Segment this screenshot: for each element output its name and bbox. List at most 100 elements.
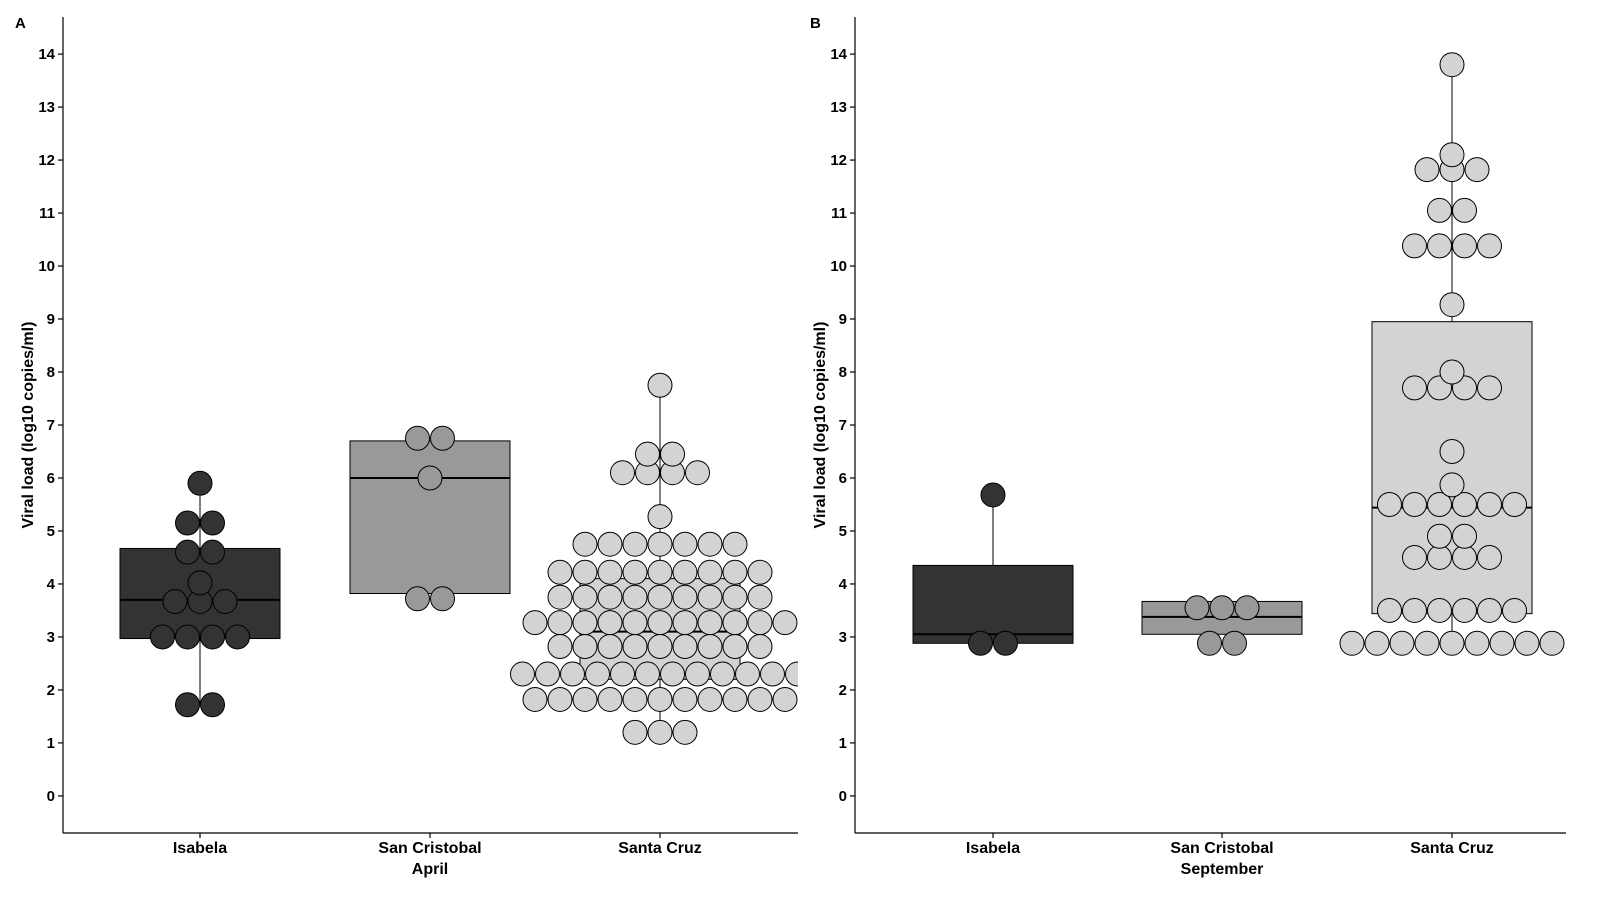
data-point: [212, 588, 238, 614]
data-point: [597, 686, 623, 712]
data-point: [760, 661, 785, 687]
data-point: [1514, 630, 1540, 656]
y-tick-label: 7: [47, 417, 55, 434]
data-point: [622, 559, 648, 585]
data-point: [697, 531, 723, 557]
data-point: [585, 661, 610, 687]
data-point: [522, 610, 548, 636]
data-point: [747, 559, 773, 585]
y-tick-label: 9: [47, 311, 55, 328]
data-point: [510, 661, 535, 687]
data-point: [722, 633, 748, 659]
y-tick-label: 0: [839, 788, 847, 805]
data-point: [697, 633, 723, 659]
data-point: [1477, 233, 1502, 259]
data-point: [405, 425, 430, 451]
data-point: [1402, 375, 1427, 401]
y-tick-label: 14: [38, 46, 55, 63]
data-point: [1439, 630, 1465, 656]
data-point: [1439, 142, 1465, 168]
data-point: [1439, 359, 1465, 385]
y-tick-label: 12: [38, 152, 55, 169]
data-point: [162, 588, 188, 614]
data-point: [722, 531, 748, 557]
data-point: [968, 630, 993, 656]
data-point: [685, 460, 710, 486]
data-point: [1197, 630, 1222, 656]
y-axis-title: Viral load (log10 copies/ml): [812, 322, 829, 529]
data-point: [747, 610, 773, 636]
data-point: [672, 559, 698, 585]
data-point: [1427, 197, 1452, 223]
data-point: [187, 570, 213, 596]
data-point: [175, 510, 200, 536]
data-point: [1452, 597, 1477, 623]
data-point: [1452, 523, 1477, 549]
data-point: [417, 465, 443, 491]
y-tick-label: 13: [830, 99, 847, 116]
data-point: [747, 584, 773, 610]
data-point: [225, 624, 250, 650]
data-point: [622, 719, 648, 745]
data-point: [535, 661, 560, 687]
y-tick-label: 10: [830, 258, 847, 275]
data-point: [1452, 491, 1477, 517]
series-santa-cruz: Santa Cruz: [1339, 52, 1565, 857]
y-tick-label: 7: [839, 417, 847, 434]
data-point: [175, 539, 200, 565]
data-point: [722, 559, 748, 585]
data-point: [622, 686, 648, 712]
data-point: [1427, 523, 1452, 549]
data-point: [1489, 630, 1515, 656]
x-tick-label: Santa Cruz: [1410, 840, 1494, 857]
data-point: [572, 633, 598, 659]
data-point: [635, 441, 660, 467]
data-point: [430, 586, 455, 612]
data-point: [1464, 630, 1490, 656]
data-point: [1452, 544, 1477, 570]
data-point: [547, 610, 573, 636]
data-point: [735, 661, 760, 687]
data-point: [150, 624, 175, 650]
data-point: [647, 584, 673, 610]
y-tick-label: 4: [839, 576, 848, 593]
box-iqr: [349, 440, 511, 594]
data-point: [1439, 292, 1465, 318]
data-point: [1377, 597, 1402, 623]
y-tick-label: 4: [47, 576, 56, 593]
data-point: [710, 661, 735, 687]
data-point: [1234, 595, 1260, 621]
data-point: [647, 504, 673, 530]
data-point: [647, 372, 673, 398]
data-point: [993, 630, 1018, 656]
data-point: [1502, 491, 1527, 517]
data-point: [1209, 595, 1235, 621]
box-iqr: [912, 564, 1074, 644]
data-point: [1477, 544, 1502, 570]
series-san-cristobal: San Cristobal: [349, 425, 511, 857]
data-point: [635, 661, 660, 687]
data-point: [522, 686, 548, 712]
data-point: [685, 661, 710, 687]
data-point: [1439, 52, 1465, 78]
data-point: [187, 470, 213, 496]
data-point: [1427, 597, 1452, 623]
y-tick-label: 13: [38, 99, 55, 116]
data-point: [722, 610, 748, 636]
y-tick-label: 0: [47, 788, 55, 805]
data-point: [1539, 630, 1565, 656]
y-tick-label: 5: [47, 523, 55, 540]
series-isabela: Isabela: [119, 470, 281, 857]
data-point: [610, 661, 635, 687]
y-tick-label: 12: [830, 152, 847, 169]
y-tick-label: 3: [839, 629, 847, 646]
data-point: [1477, 491, 1502, 517]
data-point: [672, 584, 698, 610]
y-tick-label: 14: [830, 46, 847, 63]
data-point: [560, 661, 585, 687]
data-point: [547, 584, 573, 610]
data-point: [1452, 233, 1477, 259]
y-tick-label: 1: [47, 735, 55, 752]
data-point: [1502, 597, 1527, 623]
